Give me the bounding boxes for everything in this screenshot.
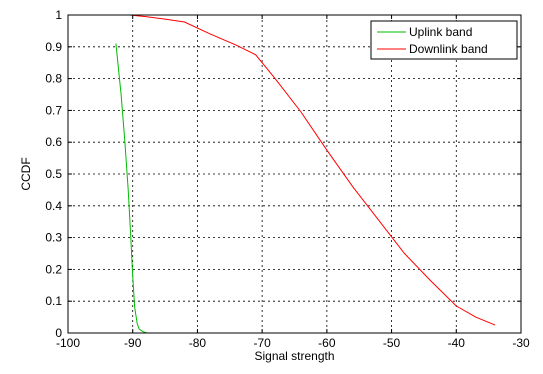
legend: Uplink band Downlink band: [370, 20, 518, 60]
x-tick-label: -90: [124, 336, 142, 350]
legend-box: [370, 20, 518, 60]
y-tick-label: 0.1: [45, 294, 62, 308]
x-tick-label: -60: [318, 336, 336, 350]
x-tick-label: -40: [448, 336, 466, 350]
ticks: -100 -90 -80 -70 -60 -50 -40 -30 0 0.1 0.2 0.3 0.4 0.…: [45, 8, 530, 350]
x-tick-label: -50: [383, 336, 401, 350]
y-tick-label: 0.4: [45, 199, 62, 213]
x-tick-label: -100: [56, 336, 80, 350]
y-tick-label: 0: [55, 326, 62, 340]
y-axis-label: CCDF: [19, 157, 33, 190]
x-tick-label: -70: [253, 336, 271, 350]
y-tick-label: 0.2: [45, 262, 62, 276]
x-tick-label: -80: [189, 336, 207, 350]
y-tick-label: 0.3: [45, 231, 62, 245]
y-tick-label: 1: [55, 8, 62, 22]
uplink-band-line: [115, 43, 148, 334]
y-tick-label: 0.9: [45, 40, 62, 54]
downlink-band-line: [129, 14, 496, 326]
series-layer: [115, 14, 496, 334]
legend-label-downlink: Downlink band: [409, 42, 488, 56]
x-tick-label: -30: [512, 336, 530, 350]
y-tick-label: 0.7: [45, 103, 62, 117]
legend-label-uplink: Uplink band: [409, 25, 472, 39]
x-axis-label: Signal strength: [254, 349, 334, 363]
y-tick-label: 0.5: [45, 167, 62, 181]
y-tick-label: 0.6: [45, 135, 62, 149]
y-tick-label: 0.8: [45, 72, 62, 86]
